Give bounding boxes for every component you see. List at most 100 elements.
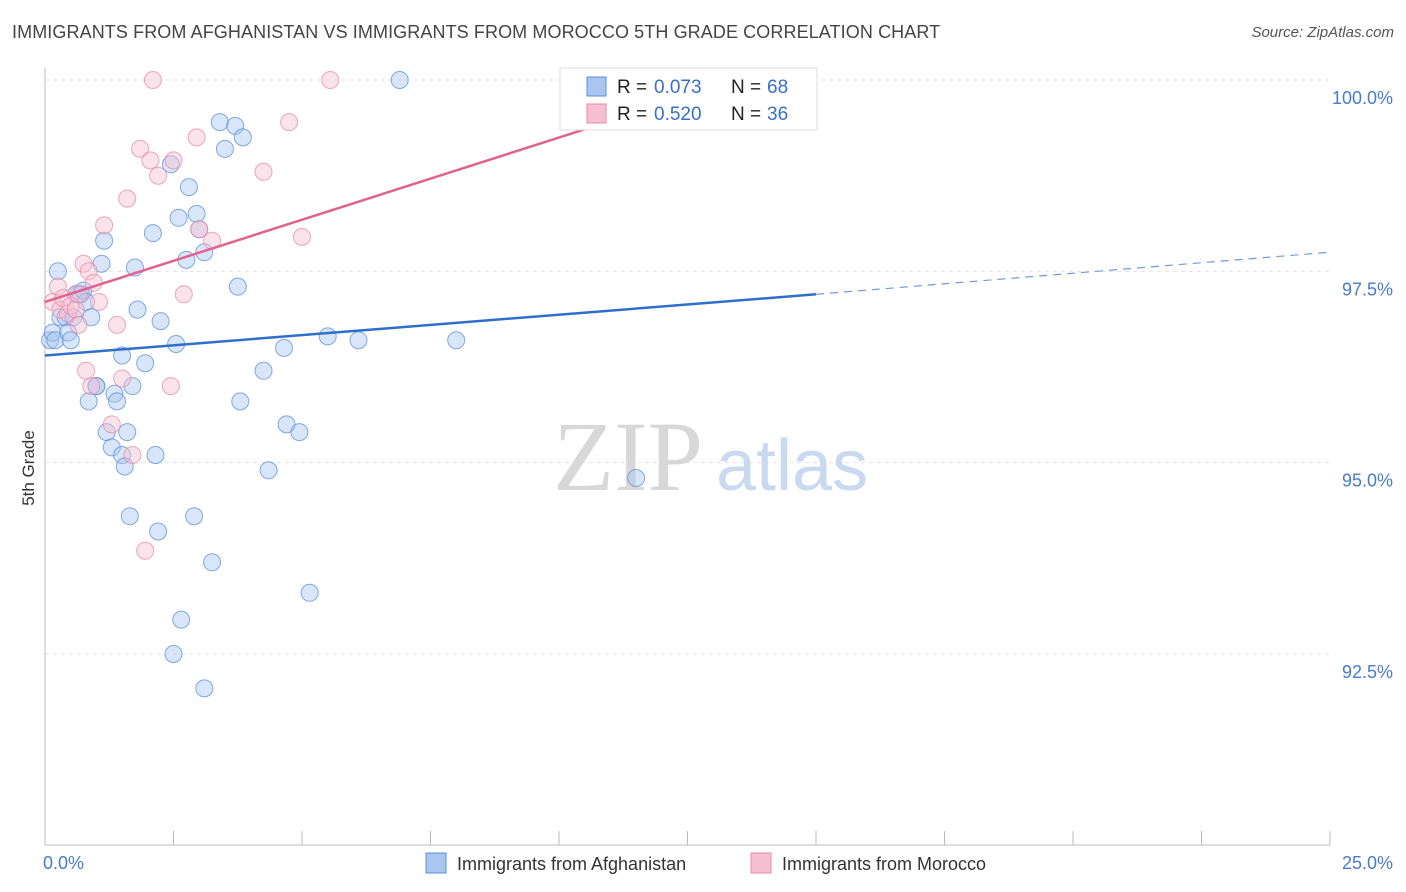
point-afghanistan-50 [215,139,234,158]
point-morocco-14 [90,292,108,311]
stats-n-value-afghanistan: 68 [767,77,788,98]
point-afghanistan-32 [143,224,162,243]
y-tick-label-2: 95.0% [1342,471,1393,491]
point-morocco-8 [69,315,88,334]
point-morocco-22 [136,541,155,560]
point-afghanistan-52 [228,277,247,296]
point-morocco-23 [141,151,160,170]
legend-label-afghanistan: Immigrants from Afghanistan [457,854,686,874]
point-afghanistan-59 [290,423,309,442]
point-morocco-21 [131,139,150,158]
point-afghanistan-26 [118,423,137,442]
point-afghanistan-42 [179,178,198,197]
point-morocco-28 [174,285,193,304]
point-afghanistan-66 [627,469,646,487]
point-afghanistan-20 [102,438,121,457]
point-morocco-35 [321,71,340,89]
stats-r-label-morocco: R = [617,104,647,125]
stats-r-label-afghanistan: R = [617,77,647,98]
chart-title: IMMIGRANTS FROM AFGHANISTAN VS IMMIGRANT… [12,22,941,42]
point-afghanistan-34 [149,522,168,541]
data-points [41,71,738,698]
point-afghanistan-43 [185,507,204,526]
point-morocco-34 [293,227,311,246]
point-afghanistan-3 [48,262,67,281]
point-morocco-18 [113,369,132,388]
x-tick-labels: 0.0% 25.0% [43,853,1393,873]
point-morocco-27 [164,151,183,170]
trend-line-afghanistan [44,293,817,357]
point-afghanistan-49 [210,113,229,132]
stats-n-value-morocco: 36 [767,104,788,125]
point-afghanistan-35 [151,312,170,331]
point-afghanistan-33 [146,446,165,464]
stats-swatch-morocco [586,103,607,124]
point-afghanistan-16 [87,377,106,396]
x-tick-label-0: 0.0% [43,853,84,873]
watermark-atlas: atlas [716,426,868,506]
point-morocco-26 [161,377,180,396]
stats-r-value-morocco: 0.520 [654,104,702,125]
point-afghanistan-40 [172,610,191,629]
point-afghanistan-64 [447,331,466,350]
point-morocco-33 [280,113,299,132]
point-afghanistan-37 [164,645,183,663]
stats-swatch-afghanistan [586,76,607,97]
point-morocco-20 [123,446,142,464]
point-afghanistan-31 [136,354,155,373]
point-morocco-11 [79,262,98,281]
y-tick-labels: 100.0% 97.5% 95.0% 92.5% [1332,88,1393,682]
point-morocco-16 [102,415,121,434]
stats-r-value-afghanistan: 0.073 [654,77,702,98]
point-afghanistan-18 [95,231,114,250]
point-morocco-12 [82,377,101,396]
point-afghanistan-28 [123,377,142,396]
point-afghanistan-22 [108,392,126,411]
point-afghanistan-53 [231,392,250,411]
stats-n-label-morocco: N = [731,104,761,125]
point-morocco-6 [66,300,85,319]
chart-source: Source: ZipAtlas.com [1251,24,1394,41]
point-afghanistan-57 [275,338,293,357]
point-afghanistan-44 [187,204,206,223]
point-afghanistan-54 [233,128,252,147]
y-tick-label-0: 100.0% [1332,88,1393,108]
point-afghanistan-47 [195,679,214,698]
point-morocco-32 [254,162,273,181]
point-afghanistan-55 [254,361,273,380]
y-tick-label-1: 97.5% [1342,279,1393,299]
point-afghanistan-15 [79,392,98,411]
point-afghanistan-39 [169,208,188,227]
axes [44,68,1331,846]
point-morocco-24 [143,71,162,89]
point-morocco-15 [95,216,114,235]
legend-label-morocco: Immigrants from Morocco [782,854,986,874]
point-afghanistan-30 [128,300,147,319]
point-morocco-19 [118,189,137,208]
point-morocco-10 [77,361,96,380]
point-afghanistan-60 [300,583,319,602]
x-tick-label-1: 25.0% [1342,853,1393,873]
point-morocco-25 [149,166,168,185]
point-afghanistan-63 [390,71,409,89]
watermark-zip: ZIP [553,401,703,512]
watermark: ZIP atlas [553,401,868,512]
point-afghanistan-56 [259,461,278,480]
stats-legend: R = 0.073 N = 68 R = 0.520 N = 36 [559,67,818,131]
y-tick-label-3: 92.5% [1342,662,1393,682]
point-afghanistan-23 [113,446,132,464]
trend-line-afghanistan-extension [815,251,1331,295]
point-afghanistan-62 [349,331,368,350]
point-morocco-29 [187,128,206,147]
stats-n-label-afghanistan: N = [731,77,761,98]
point-afghanistan-24 [113,346,132,365]
point-afghanistan-27 [120,507,139,526]
point-morocco-1 [48,277,67,296]
point-morocco-17 [108,315,126,334]
point-afghanistan-61 [318,327,337,346]
legend-swatch-morocco [750,852,772,874]
series-legend: Immigrants from Afghanistan Immigrants f… [425,852,986,874]
point-afghanistan-48 [203,553,222,572]
y-axis-title: 5th Grade [19,430,38,506]
